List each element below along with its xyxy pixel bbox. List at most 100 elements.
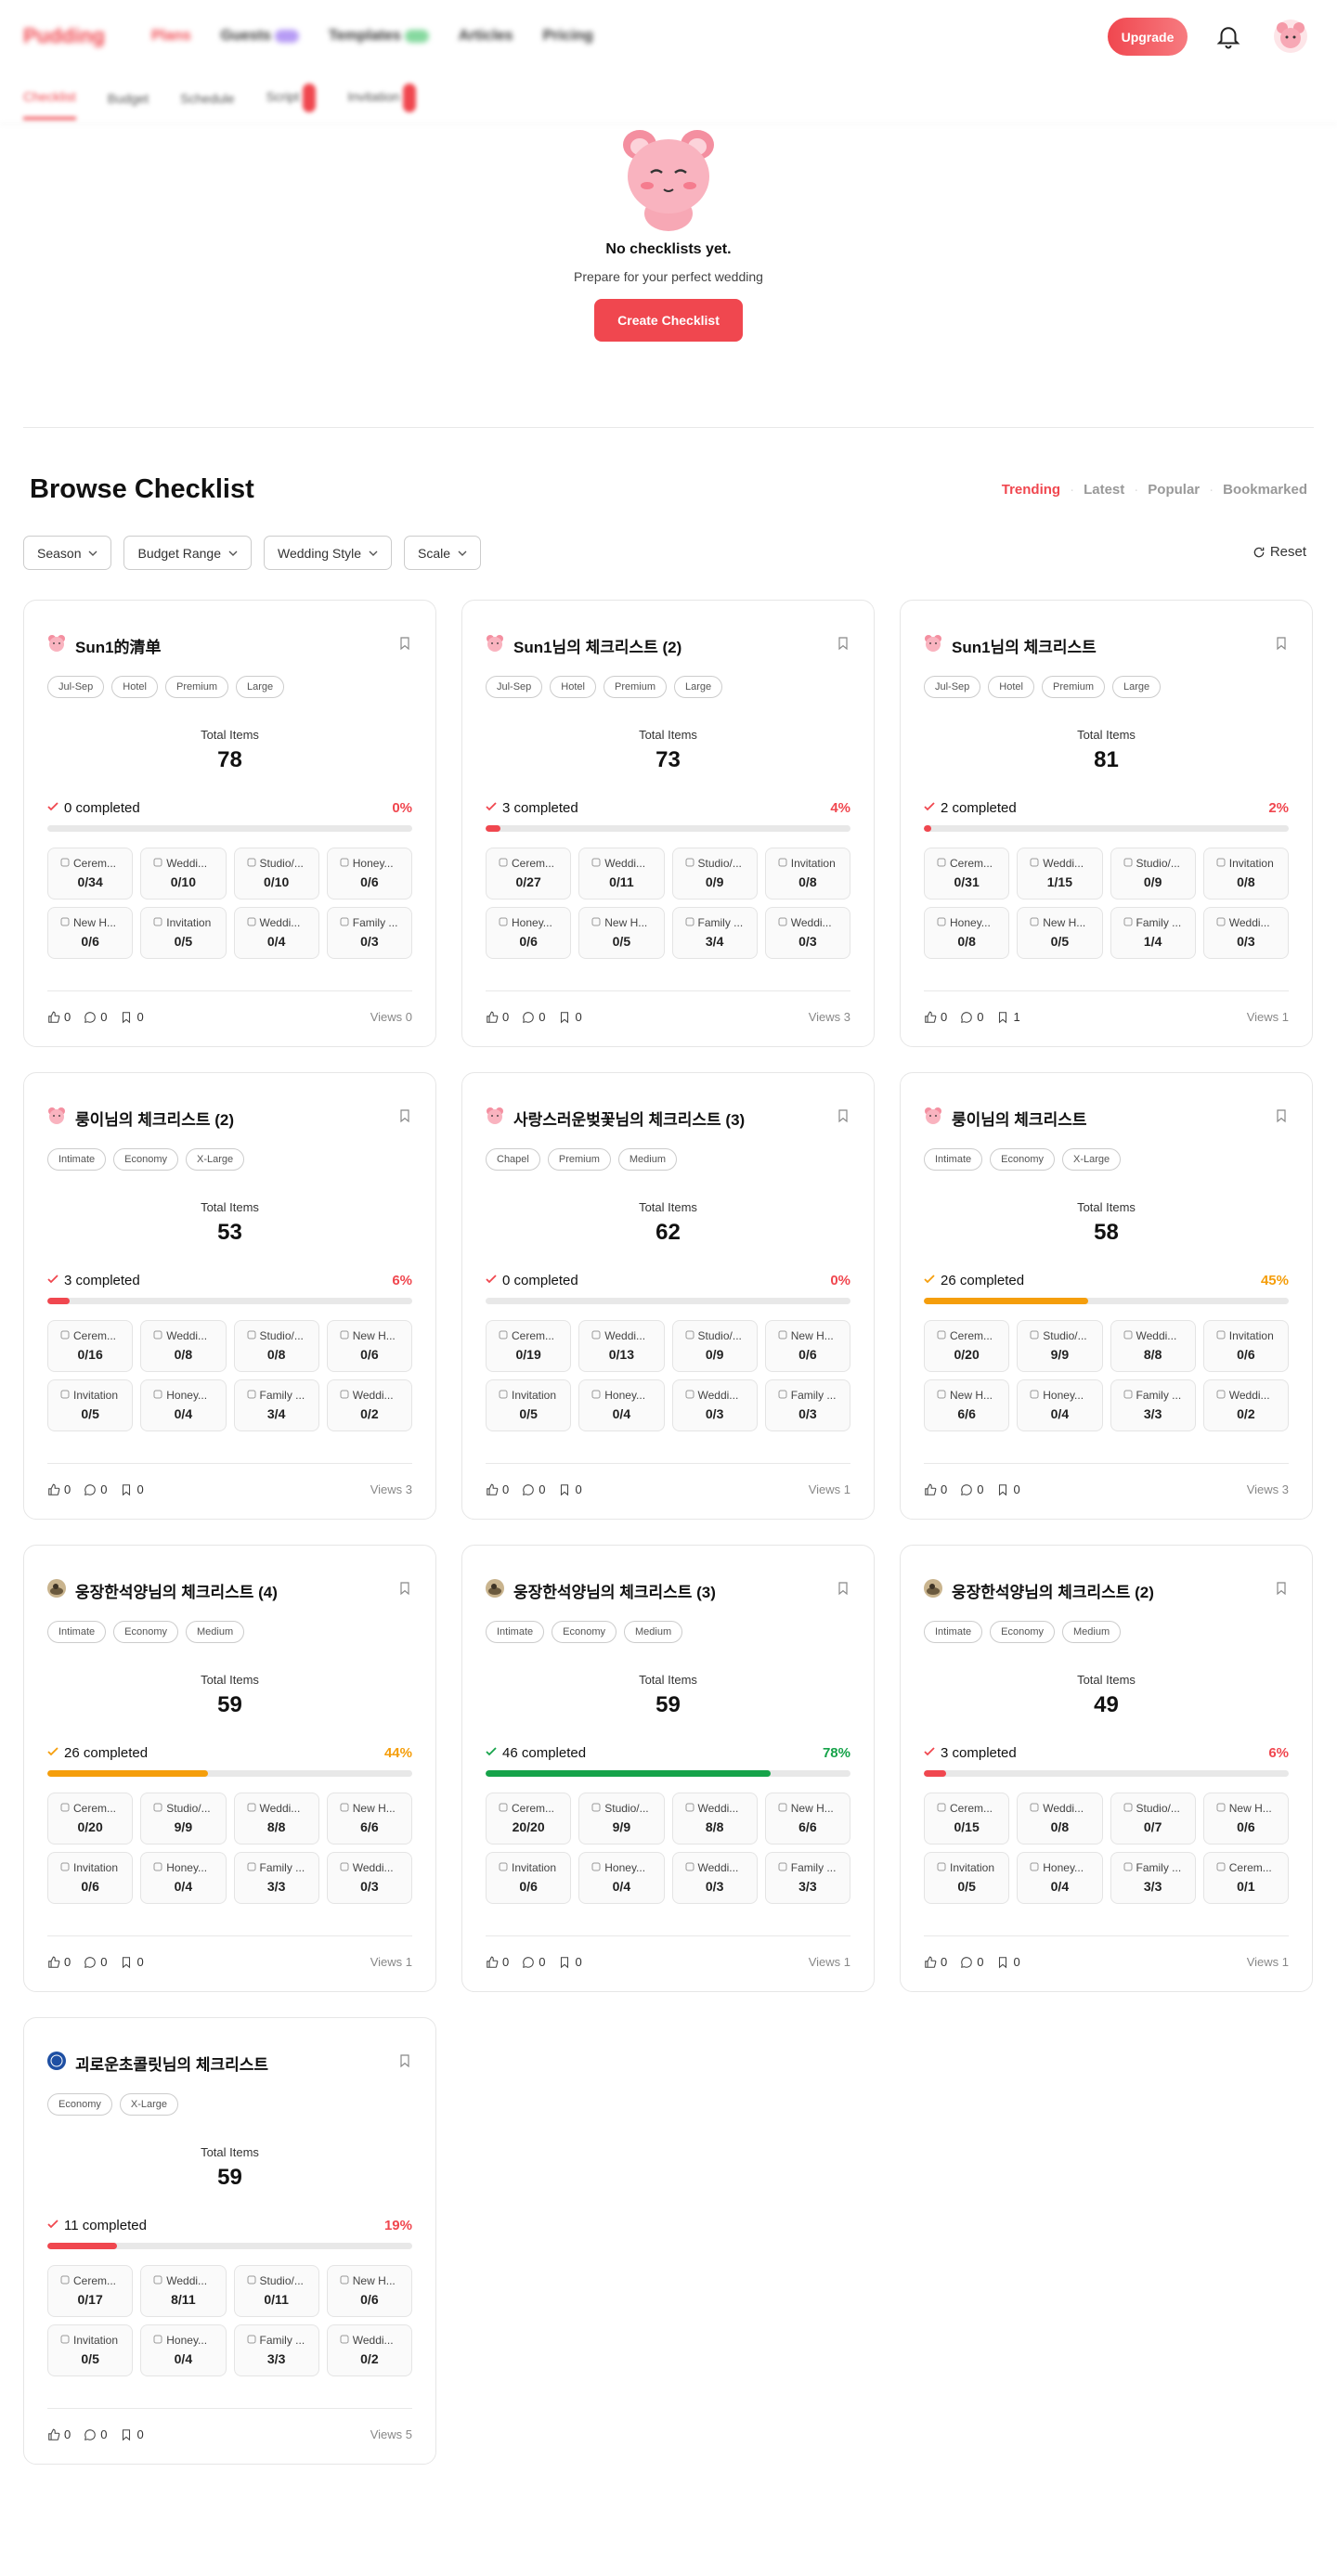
- completed: 2 completed: [924, 800, 1017, 816]
- sub-tab[interactable]: Script: [266, 84, 317, 112]
- nav-link[interactable]: Plans: [150, 28, 191, 44]
- saves-count[interactable]: 0: [996, 1482, 1020, 1496]
- sub-tab[interactable]: Budget: [107, 90, 149, 106]
- category-stat: Weddi... 0/11: [578, 848, 665, 900]
- saves-count[interactable]: 0: [120, 1010, 144, 1024]
- filter-dropdown[interactable]: Scale: [404, 536, 482, 570]
- nav-link[interactable]: Templates: [329, 28, 429, 45]
- category-stat: Invitation 0/5: [47, 1379, 134, 1431]
- category-count: 9/9: [612, 1819, 631, 1834]
- checklist-card[interactable]: 웅장한석양님의 체크리스트 (3) Intimate Economy Medium To…: [461, 1545, 875, 1992]
- likes-count[interactable]: 0: [924, 1010, 947, 1024]
- comments-count[interactable]: 0: [84, 1010, 107, 1024]
- bookmark-button[interactable]: [397, 636, 412, 655]
- category-stat: Family ... 3/3: [1110, 1379, 1196, 1431]
- bookmark-button[interactable]: [397, 1108, 412, 1128]
- checklist-card[interactable]: 괴로운초콜릿님의 체크리스트 Economy X-Large Total Items 5…: [23, 2017, 436, 2465]
- bookmark-button[interactable]: [397, 1581, 412, 1600]
- create-button[interactable]: Create Checklist: [594, 299, 743, 342]
- likes-count[interactable]: 0: [924, 1482, 947, 1496]
- saves-count[interactable]: 0: [120, 1482, 144, 1496]
- sort-tabs: Trending · Latest · Popular · Bookmarked: [1002, 482, 1307, 498]
- bookmark-button[interactable]: [1274, 636, 1289, 655]
- category-count: 0/20: [77, 1819, 103, 1834]
- bookmark-button[interactable]: [1274, 1581, 1289, 1600]
- reset-button[interactable]: Reset: [1253, 544, 1306, 560]
- likes-count[interactable]: 0: [486, 1482, 509, 1496]
- category-name: Weddi...: [1043, 1802, 1084, 1815]
- sort-tab[interactable]: Bookmarked: [1223, 482, 1307, 498]
- bookmark-button[interactable]: [836, 1108, 850, 1128]
- nav-link[interactable]: Articles: [458, 28, 513, 44]
- saves-count[interactable]: 0: [120, 2427, 144, 2441]
- bookmark-button[interactable]: [1274, 1108, 1289, 1128]
- upgrade-button[interactable]: Upgrade: [1108, 18, 1188, 56]
- checklist-card[interactable]: Sun1님의 체크리스트 (2) Jul-Sep Hotel Premium Large…: [461, 600, 875, 1047]
- sub-tab[interactable]: Invitation: [347, 84, 417, 112]
- tag: Economy: [47, 2093, 112, 2116]
- comments-count[interactable]: 0: [960, 1955, 983, 1969]
- likes-count[interactable]: 0: [47, 1955, 71, 1969]
- profile-avatar[interactable]: [1274, 19, 1307, 53]
- comments-count[interactable]: 0: [522, 1010, 545, 1024]
- filter-dropdown[interactable]: Wedding Style: [264, 536, 393, 570]
- saves-count[interactable]: 0: [558, 1955, 582, 1969]
- category-count: 0/17: [77, 2292, 103, 2307]
- nav-link[interactable]: Pricing: [542, 28, 593, 44]
- category-stat: Studio/... 0/11: [233, 2265, 319, 2317]
- sub-tab[interactable]: Checklist: [23, 76, 76, 120]
- likes-count[interactable]: 0: [47, 2427, 71, 2441]
- category-name: Studio/...: [259, 1329, 304, 1342]
- saves-count[interactable]: 0: [558, 1482, 582, 1496]
- category-count: 0/6: [360, 2292, 379, 2307]
- checklist-card[interactable]: 웅장한석양님의 체크리스트 (4) Intimate Economy Medium To…: [23, 1545, 436, 1992]
- likes-count[interactable]: 0: [486, 1955, 509, 1969]
- checklist-card[interactable]: Sun1님의 체크리스트 Jul-Sep Hotel Premium Large Tota…: [900, 600, 1313, 1047]
- comments-count[interactable]: 0: [960, 1010, 983, 1024]
- sub-tab[interactable]: Schedule: [180, 90, 235, 106]
- bookmark-button[interactable]: [836, 1581, 850, 1600]
- card-header: 룽이님의 체크리스트: [924, 1107, 1289, 1129]
- saves-count[interactable]: 0: [120, 1955, 144, 1969]
- nav-link[interactable]: Guests: [221, 28, 299, 45]
- comments-count[interactable]: 0: [522, 1482, 545, 1496]
- bell-icon[interactable]: [1214, 22, 1242, 50]
- sort-tab[interactable]: Latest: [1084, 482, 1125, 498]
- top-nav: Pudding Plans Guests Templates Articles Pric…: [0, 0, 1337, 72]
- saves-count[interactable]: 1: [996, 1010, 1020, 1024]
- comments-count[interactable]: 0: [84, 1482, 107, 1496]
- sort-tab[interactable]: Trending: [1001, 482, 1061, 498]
- likes-value: 0: [941, 1955, 948, 1969]
- filter-dropdown[interactable]: Season: [23, 536, 112, 570]
- likes-count[interactable]: 0: [47, 1482, 71, 1496]
- saves-count[interactable]: 0: [558, 1010, 582, 1024]
- sort-tab[interactable]: Popular: [1148, 482, 1201, 498]
- filter-label: Scale: [418, 545, 451, 561]
- tag: Intimate: [47, 1621, 107, 1643]
- category-count: 0/13: [608, 1347, 634, 1362]
- checklist-card[interactable]: 룽이님의 체크리스트 (2) Intimate Economy X-Large Tota…: [23, 1072, 436, 1520]
- bookmark-button[interactable]: [836, 636, 850, 655]
- checklist-card[interactable]: 사랑스러운벚꽃님의 체크리스트 (3) Chapel Premium Medium To…: [461, 1072, 875, 1520]
- comments-count[interactable]: 0: [960, 1482, 983, 1496]
- comments-count[interactable]: 0: [84, 2427, 107, 2441]
- checklist-card[interactable]: 웅장한석양님의 체크리스트 (2) Intimate Economy Medium To…: [900, 1545, 1313, 1992]
- likes-count[interactable]: 0: [924, 1955, 947, 1969]
- comments-count[interactable]: 0: [84, 1955, 107, 1969]
- empty-subtitle: Prepare for your perfect wedding: [574, 269, 763, 284]
- total-label: Total Items: [1077, 1200, 1136, 1214]
- checklist-card[interactable]: Sun1的清单 Jul-Sep Hotel Premium Large Total Ite…: [23, 600, 436, 1047]
- logo[interactable]: Pudding: [23, 24, 105, 47]
- likes-count[interactable]: 0: [486, 1010, 509, 1024]
- category-name: Invitation: [512, 1389, 557, 1402]
- card-title: Sun1님의 체크리스트: [952, 638, 1097, 656]
- category-count: 0/5: [174, 934, 193, 949]
- saves-count[interactable]: 0: [996, 1955, 1020, 1969]
- comments-count[interactable]: 0: [522, 1955, 545, 1969]
- avatar: [486, 1578, 504, 1602]
- bookmark-button[interactable]: [397, 2053, 412, 2073]
- likes-count[interactable]: 0: [47, 1010, 71, 1024]
- filter-dropdown[interactable]: Budget Range: [123, 536, 253, 570]
- checklist-card[interactable]: 룽이님의 체크리스트 Intimate Economy X-Large Total It…: [900, 1072, 1313, 1520]
